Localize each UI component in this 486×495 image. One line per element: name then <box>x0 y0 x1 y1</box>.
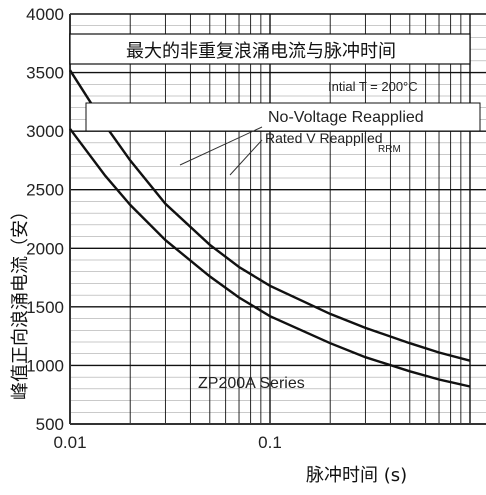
tick-labels: 500 1000 1500 2000 2500 3000 3500 4000 0.01 0.1 <box>26 5 282 452</box>
title-box <box>69 33 471 65</box>
legend-box <box>85 102 481 132</box>
grid <box>69 13 486 425</box>
y-tick-label: 2000 <box>26 239 64 258</box>
series-label: ZP200A Series <box>198 375 305 392</box>
series-line-1 <box>68 69 471 362</box>
rrm-subscript: RRM <box>378 144 401 155</box>
y-tick-label: 1000 <box>26 356 64 375</box>
y-tick-label: 1500 <box>26 298 64 317</box>
x-axis-label: 脉冲时间 (s) <box>306 465 407 486</box>
no-voltage-label: No-Voltage Reapplied <box>268 109 424 126</box>
series-line-2 <box>69 128 471 388</box>
y-tick-label: 500 <box>36 415 64 434</box>
y-axis-label: 峰值正向浪涌电流（安） <box>10 202 31 400</box>
curves <box>68 69 471 388</box>
chart-title: 最大的非重复浪涌电流与脉冲时间 <box>126 41 396 62</box>
y-tick-label: 3500 <box>26 64 64 83</box>
initial-temp-label: Intial T = 200°C <box>328 79 418 94</box>
leader-line-1 <box>179 126 263 166</box>
rated-voltage-label: Rated V Reapplied <box>265 130 383 146</box>
y-tick-label: 4000 <box>26 5 64 24</box>
y-tick-label: 2500 <box>26 181 64 200</box>
leader-line-2 <box>229 139 263 176</box>
x-tick-label: 0.01 <box>53 433 86 452</box>
y-tick-label: 3000 <box>26 122 64 141</box>
x-tick-label: 0.1 <box>258 433 282 452</box>
